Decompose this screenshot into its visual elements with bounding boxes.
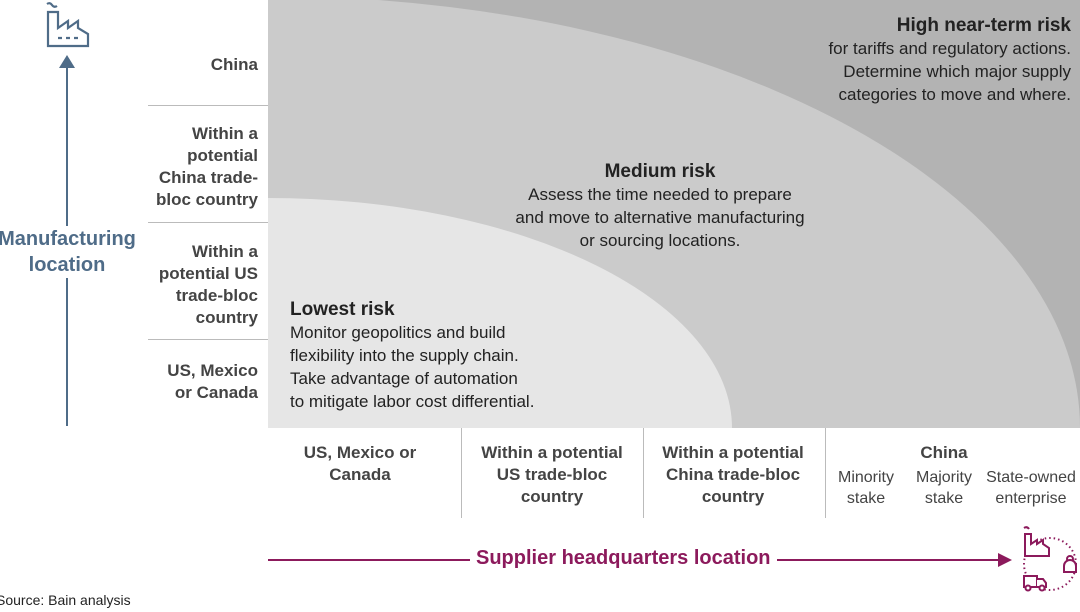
col-divider [825, 428, 826, 518]
sub-label-majority: Majority stake [915, 469, 972, 507]
row-label-china: China [210, 55, 258, 74]
low-risk-region [268, 198, 732, 428]
risk-regions [268, 0, 1080, 428]
high-risk-text: High near-term risk for tariffs and regu… [771, 14, 1071, 106]
high-risk-line: for tariffs and regulatory actions. [828, 39, 1071, 58]
manufacturing-location-label: Manufacturing location [0, 226, 140, 278]
factory-icon [46, 2, 90, 48]
row-label-us-mexico-canada: US, Mexico or Canada [167, 361, 258, 402]
medium-risk-line: or sourcing locations. [579, 231, 741, 250]
col-label-china-bloc: Within a potential China trade-bloc coun… [662, 443, 804, 506]
supplier-headquarters-label: Supplier headquarters location [470, 547, 777, 570]
medium-risk-text: Medium risk Assess the time needed to pr… [480, 160, 840, 252]
source-note: Source: Bain analysis [0, 592, 131, 608]
col-label-us-bloc: Within a potential US trade-bloc country [481, 443, 623, 506]
row-divider [148, 105, 268, 106]
col-divider [643, 428, 644, 518]
high-risk-line: categories to move and where. [838, 85, 1071, 104]
col-label-china: China [920, 443, 968, 462]
col-divider [461, 428, 462, 518]
medium-risk-line: and move to alternative manufacturing [515, 208, 805, 227]
row-divider [148, 222, 268, 223]
medium-risk-title: Medium risk [604, 161, 716, 182]
low-risk-line: to mitigate labor cost differential. [290, 392, 535, 411]
row-divider [148, 339, 268, 340]
high-risk-line: Determine which major supply [843, 62, 1071, 81]
high-risk-title: High near-term risk [896, 15, 1071, 36]
medium-risk-line: Assess the time needed to prepare [528, 185, 792, 204]
low-risk-line: flexibility into the supply chain. [290, 346, 519, 365]
col-label-us-mexico-canada: US, Mexico or Canada [303, 443, 417, 484]
row-label-us-bloc: Within a potential US trade-bloc country [158, 242, 258, 327]
sub-label-minority: Minority stake [837, 469, 894, 507]
low-risk-line: Take advantage of automation [290, 369, 518, 388]
row-label-china-bloc: Within a potential China trade-bloc coun… [155, 124, 258, 209]
low-risk-text: Lowest risk Monitor geopolitics and buil… [290, 298, 590, 413]
sub-label-state-owned: State-owned enterprise [986, 469, 1076, 507]
supply-chain-cycle-icon [1023, 526, 1077, 592]
low-risk-line: Monitor geopolitics and build [290, 323, 506, 342]
low-risk-title: Lowest risk [290, 299, 395, 320]
